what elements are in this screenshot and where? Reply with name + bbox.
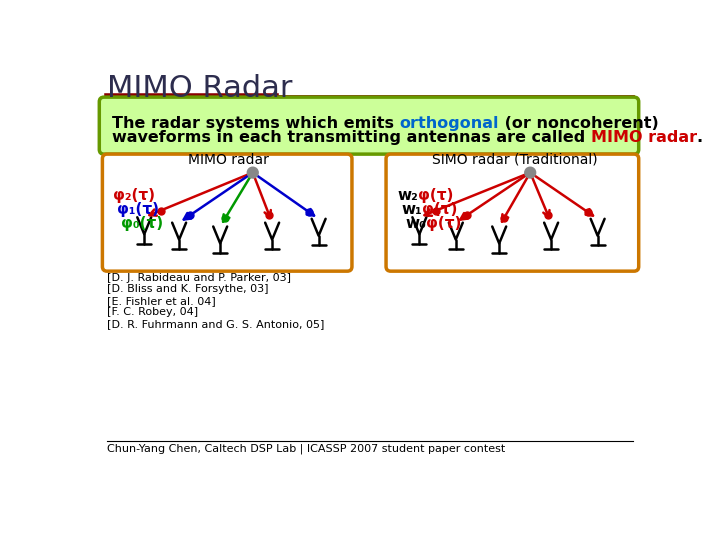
FancyBboxPatch shape [386,154,639,271]
Text: [D. Bliss and K. Forsythe, 03]: [D. Bliss and K. Forsythe, 03] [107,284,269,294]
FancyBboxPatch shape [102,154,352,271]
Text: MIMO Radar: MIMO Radar [107,74,292,103]
Text: [E. Fishler et al. 04]: [E. Fishler et al. 04] [107,296,216,306]
Text: φ(τ): φ(τ) [423,202,458,217]
Text: [F. C. Robey, 04]: [F. C. Robey, 04] [107,307,198,318]
Text: [D. J. Rabideau and P. Parker, 03]: [D. J. Rabideau and P. Parker, 03] [107,273,291,283]
Text: φ₀(τ): φ₀(τ) [121,216,163,231]
Text: φ(τ): φ(τ) [426,216,462,231]
Text: MIMO radar: MIMO radar [590,130,697,145]
Text: .: . [697,130,703,145]
Text: φ(τ): φ(τ) [418,188,454,203]
Text: Chun-Yang Chen, Caltech DSP Lab | ICASSP 2007 student paper contest: Chun-Yang Chen, Caltech DSP Lab | ICASSP… [107,444,505,454]
Circle shape [248,167,258,178]
Text: w₂: w₂ [397,188,418,203]
Text: SIMO radar (Traditional): SIMO radar (Traditional) [432,153,598,166]
Text: The radar systems which emits: The radar systems which emits [112,116,400,131]
Circle shape [525,167,536,178]
Text: φ₁(τ): φ₁(τ) [117,202,159,217]
Text: orthogonal: orthogonal [400,116,499,131]
Text: w₁: w₁ [402,202,423,217]
Text: [D. R. Fuhrmann and G. S. Antonio, 05]: [D. R. Fuhrmann and G. S. Antonio, 05] [107,319,325,329]
Text: w₀: w₀ [405,216,426,231]
Text: (or noncoherent): (or noncoherent) [499,116,659,131]
Text: waveforms in each transmitting antennas are called: waveforms in each transmitting antennas … [112,130,590,145]
Text: MIMO radar: MIMO radar [187,153,269,166]
FancyBboxPatch shape [99,97,639,154]
Text: φ₂(τ): φ₂(τ) [113,188,156,203]
